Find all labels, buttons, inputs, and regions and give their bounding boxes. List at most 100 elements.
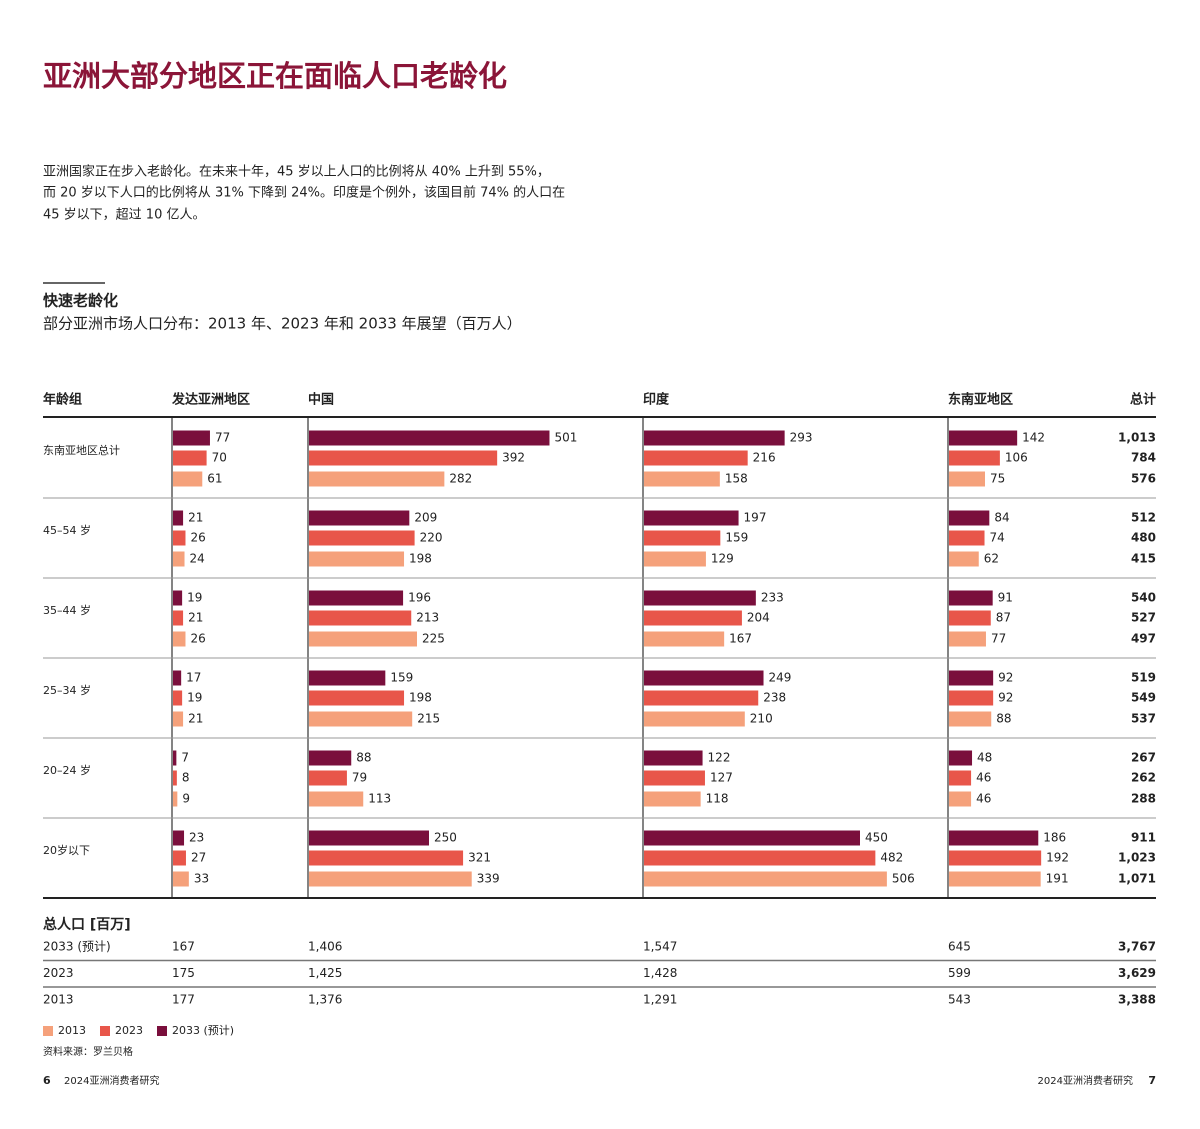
bar [949, 830, 1039, 846]
bar-label: 198 [409, 691, 432, 705]
total-label: 911 [1131, 831, 1156, 845]
bar-label: 23 [189, 831, 204, 845]
legend-swatch [157, 1026, 167, 1036]
column-header: 中国 [308, 392, 334, 408]
bar [949, 750, 973, 766]
bar [644, 450, 748, 466]
bar [173, 510, 184, 526]
bar [309, 510, 410, 526]
bar [949, 590, 993, 606]
source: 资料来源：罗兰贝格 [43, 1045, 133, 1058]
bar [949, 450, 1000, 466]
bar-label: 87 [996, 611, 1011, 625]
bar-label: 70 [212, 451, 227, 465]
bar [309, 610, 412, 626]
bar-label: 91 [998, 591, 1013, 605]
total-label: 537 [1131, 712, 1156, 726]
bar [309, 670, 386, 686]
bar-label: 506 [892, 872, 915, 886]
bar-label: 233 [761, 591, 784, 605]
bar-label: 26 [190, 632, 205, 646]
row-label: 20岁以下 [43, 843, 90, 857]
total-label: 415 [1131, 552, 1156, 566]
column-header: 发达亚洲地区 [171, 392, 250, 408]
bar-label: 215 [417, 712, 440, 726]
bar-label: 46 [976, 792, 991, 806]
bar-label: 209 [414, 511, 437, 525]
table-cell: 1,425 [308, 966, 342, 980]
bar [309, 711, 413, 727]
bar-label: 225 [422, 632, 445, 646]
bar [173, 690, 183, 706]
bar [309, 770, 347, 786]
total-label: 288 [1131, 792, 1156, 806]
bar-label: 8 [182, 771, 190, 785]
total-label: 1,071 [1118, 872, 1156, 886]
bar [309, 871, 472, 887]
footer-text: 2024亚洲消费者研究 [1038, 1074, 1133, 1087]
bar-label: 127 [710, 771, 733, 785]
bar [173, 610, 184, 626]
bar-label: 33 [194, 872, 209, 886]
bar [309, 631, 417, 647]
bar-label: 48 [977, 751, 992, 765]
bar-label: 158 [725, 472, 748, 486]
intro-line: 45 岁以下，超过 10 亿人。 [43, 208, 205, 223]
page-title: 亚洲大部分地区正在面临人口老龄化 [43, 59, 507, 93]
bar [644, 551, 706, 567]
bar-label: 122 [708, 751, 731, 765]
bar [309, 530, 415, 546]
bar [949, 711, 992, 727]
bar [644, 830, 860, 846]
bar [644, 631, 725, 647]
bar-label: 213 [416, 611, 439, 625]
table-cell: 1,406 [308, 940, 342, 954]
bar [949, 770, 972, 786]
bar [173, 450, 207, 466]
bar [949, 871, 1041, 887]
total-label: 480 [1131, 531, 1156, 545]
bar-label: 21 [188, 712, 203, 726]
row-label: 25–34 岁 [43, 683, 91, 697]
bar-label: 210 [750, 712, 773, 726]
bar [309, 551, 405, 567]
bar [173, 471, 203, 487]
table-cell: 1,376 [308, 993, 342, 1007]
bar [173, 670, 182, 686]
bar-label: 24 [190, 552, 205, 566]
total-label: 527 [1131, 611, 1156, 625]
bar-label: 129 [711, 552, 734, 566]
bar [173, 530, 186, 546]
bar-label: 84 [994, 511, 1009, 525]
footer-text: 2024亚洲消费者研究 [64, 1074, 159, 1087]
chart-subtitle: 部分亚洲市场人口分布：2013 年、2023 年和 2033 年展望（百万人） [43, 315, 522, 333]
bar [949, 850, 1042, 866]
bar [173, 830, 185, 846]
bar [644, 430, 785, 446]
table-cell: 1,547 [643, 940, 677, 954]
bar [309, 430, 550, 446]
bar-label: 204 [747, 611, 770, 625]
bar-label: 118 [706, 792, 729, 806]
bar [173, 850, 186, 866]
bar-label: 159 [725, 531, 748, 545]
table-row-label: 2033 (预计) [43, 940, 111, 954]
bar [949, 530, 985, 546]
page-number: 7 [1148, 1074, 1156, 1087]
bar [309, 850, 464, 866]
bar [173, 551, 185, 567]
total-label: 497 [1131, 632, 1156, 646]
bar-label: 46 [976, 771, 991, 785]
column-header: 印度 [643, 392, 670, 408]
total-label: 784 [1131, 451, 1156, 465]
intro-line: 而 20 岁以下人口的比例将从 31% 下降到 24%。印度是个例外，该国目前 … [43, 185, 565, 201]
bar [309, 471, 445, 487]
bar-label: 61 [207, 472, 222, 486]
bar-label: 79 [352, 771, 367, 785]
bar-label: 92 [998, 691, 1013, 705]
bar-label: 249 [769, 671, 792, 685]
bar-label: 220 [420, 531, 443, 545]
table-row-label: 2013 [43, 993, 74, 1007]
bar [644, 471, 720, 487]
